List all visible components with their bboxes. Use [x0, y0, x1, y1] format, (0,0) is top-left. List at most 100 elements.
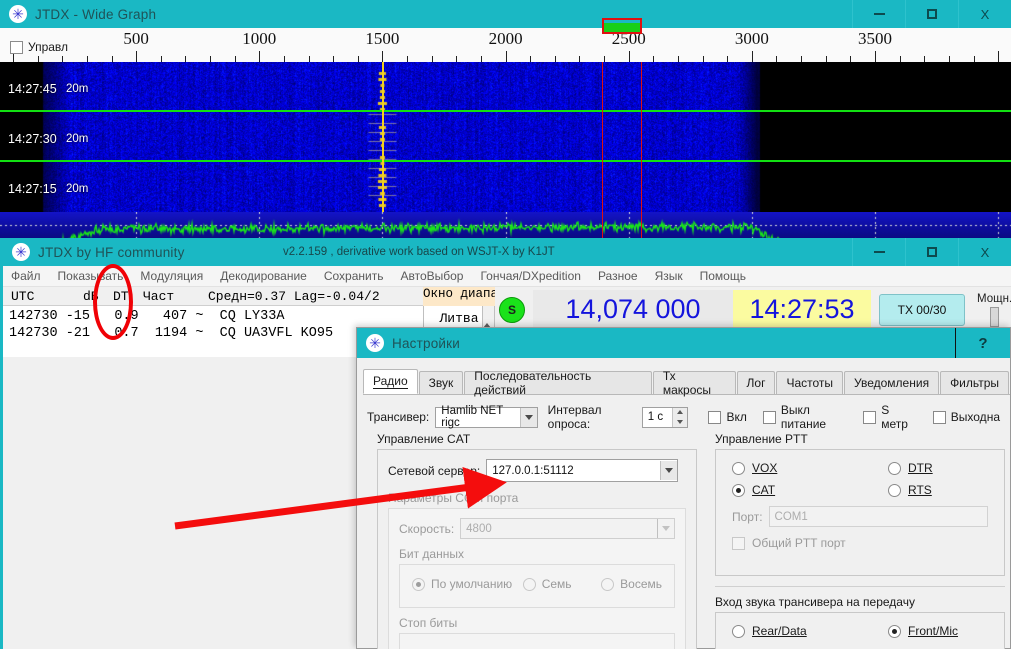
ruler-tick — [825, 56, 827, 62]
cb-s-meter[interactable]: S метр — [863, 403, 913, 431]
wide-graph-controls-toggle[interactable]: Управл — [10, 40, 68, 54]
waterfall-display[interactable]: 14:27:45 20m 14:27:30 20m 14:27:15 20m — [0, 62, 1011, 212]
ruler-tick — [751, 51, 753, 62]
ruler-label: 1500 — [365, 29, 400, 48]
tab-label: Частоты — [786, 376, 834, 390]
shared-ptt-checkbox[interactable] — [732, 536, 745, 550]
data-bits-default-radio[interactable] — [412, 577, 425, 591]
data-bits-seven-radio[interactable] — [522, 577, 536, 591]
power-control[interactable]: Мощн. — [977, 293, 1011, 327]
menu-item-файл[interactable]: Файл — [11, 269, 41, 283]
ptt-rts-radio[interactable] — [888, 483, 901, 497]
minimize-icon[interactable] — [852, 238, 905, 266]
audio-in-rear-option[interactable]: Rear/Data — [732, 624, 882, 638]
stop-bits-options[interactable] — [399, 633, 675, 649]
rig-select[interactable]: Hamlib NET rigc — [435, 405, 538, 429]
jtdx-logo-icon: ✳ — [366, 334, 384, 352]
ptt-cat-radio[interactable] — [732, 483, 745, 497]
waterfall-timestamp: 14:27:30 — [8, 132, 57, 146]
minimize-icon[interactable] — [852, 0, 905, 28]
baud-rate-select[interactable]: 4800 — [460, 518, 675, 539]
ruler-label: 500 — [123, 29, 149, 48]
menu-item-гончая-dxpedition[interactable]: Гончая/DXpedition — [480, 269, 581, 283]
rx-frequency-marker[interactable] — [602, 62, 604, 212]
data-bits-eight-radio[interactable] — [601, 577, 615, 591]
menu-item-разное[interactable]: Разное — [597, 269, 638, 283]
settings-tabs[interactable]: Радио Звук Последовательность действий Тх м… — [363, 369, 1010, 397]
tab-звук[interactable]: Звук — [418, 371, 464, 394]
annotation-ellipse-dt-column — [93, 264, 133, 340]
menu-item-помощь[interactable]: Помощь — [699, 269, 746, 283]
wide-graph-window-buttons: X — [852, 0, 1011, 28]
tx-status-button[interactable]: TX 00/30 — [879, 293, 965, 326]
ruler-tick — [86, 56, 88, 62]
cb-power-off[interactable]: Выкл питание — [762, 403, 847, 431]
menu-item-модуляция[interactable]: Модуляция — [140, 269, 204, 283]
chevron-down-icon[interactable] — [657, 519, 674, 538]
status-strip: S 14,074 000 14:27:53 TX 00/30 Мощн. — [495, 287, 1011, 332]
ptt-dtr-option[interactable]: DTR — [888, 461, 933, 475]
ptt-port-field[interactable]: COM1 — [768, 506, 988, 527]
ptt-cat-option[interactable]: CAT — [732, 483, 882, 497]
rx-frequency-marker[interactable] — [641, 62, 643, 212]
tab-фильтры[interactable]: Фильтры — [940, 371, 1009, 394]
power-on-checkbox[interactable] — [708, 410, 722, 424]
network-server-field[interactable]: 127.0.0.1:51112 — [486, 459, 679, 482]
audio-in-front-option[interactable]: Front/Mic — [888, 624, 958, 638]
power-off-checkbox[interactable] — [762, 410, 776, 424]
chevron-down-icon[interactable] — [520, 407, 537, 427]
menu-item-язык[interactable]: Язык — [654, 269, 683, 283]
audio-in-front-radio[interactable] — [888, 624, 901, 638]
data-bits-default[interactable]: По умолчанию — [412, 577, 523, 591]
maximize-icon[interactable] — [905, 238, 958, 266]
tab-label: Тх макросы — [662, 369, 712, 397]
s-meter-checkbox[interactable] — [863, 410, 877, 424]
maximize-icon[interactable] — [905, 0, 958, 28]
output-power-checkbox[interactable] — [932, 410, 946, 424]
tab-радио[interactable]: Радио — [363, 369, 418, 394]
menu-item-автовыбор[interactable]: АвтоВыбор — [400, 269, 464, 283]
ruler-tick — [948, 56, 950, 62]
waterfall-row-divider — [0, 160, 1011, 162]
decode-row[interactable]: 142730 -21 0.7 1194 ~ CQ UA3VFL KO95 — [9, 326, 334, 341]
data-bits-title: Бит данных — [399, 547, 464, 561]
shared-ptt-row[interactable]: Общий PTT порт — [732, 536, 988, 550]
data-bits-seven[interactable]: Семь — [522, 577, 601, 591]
ptt-vox-option[interactable]: VOX — [732, 461, 882, 475]
frequency-ruler[interactable]: 500 1000 1500 2000 2500 3000 3500 — [0, 28, 1011, 62]
jtdx-menubar[interactable]: Файл Показывать Модуляция Декодирование Сохр… — [3, 266, 1011, 287]
ruler-tick — [850, 56, 852, 62]
ptt-dtr-radio[interactable] — [888, 461, 901, 475]
data-bits-eight[interactable]: Восемь — [601, 577, 662, 591]
ptt-dtr-label: DTR — [908, 461, 933, 475]
close-icon[interactable]: X — [958, 0, 1011, 28]
tab-уведомления[interactable]: Уведомления — [844, 371, 940, 394]
menu-item-сохранить[interactable]: Сохранить — [323, 269, 384, 283]
ptt-vox-radio[interactable] — [732, 461, 745, 475]
help-button[interactable]: ? — [955, 328, 1010, 358]
tab-частоты[interactable]: Частоты — [776, 371, 844, 394]
jtdx-logo-icon: ✳ — [12, 243, 30, 261]
tab-тх-макросы[interactable]: Тх макросы — [652, 369, 736, 397]
ruler-tick — [234, 56, 236, 62]
s-meter-indicator[interactable]: S — [499, 296, 525, 323]
decode-row[interactable]: 142730 -15 0.9 407 ~ CQ LY33A — [9, 309, 285, 324]
chevron-down-icon[interactable] — [660, 461, 678, 480]
cb-power-on[interactable]: Вкл — [708, 410, 747, 424]
close-icon[interactable]: X — [958, 238, 1011, 266]
tx-frequency-marker[interactable] — [382, 62, 385, 212]
cb-output-power[interactable]: Выходна — [932, 410, 1000, 424]
waterfall-canvas[interactable] — [0, 62, 1011, 212]
menu-item-декодирование[interactable]: Декодирование — [220, 269, 307, 283]
audio-in-rear-radio[interactable] — [732, 624, 745, 638]
decode-col-freq: Част — [143, 289, 175, 304]
controls-checkbox[interactable] — [10, 40, 23, 54]
poll-interval-spinner[interactable]: 1 с — [641, 406, 689, 428]
tab-лог[interactable]: Лог — [736, 371, 776, 394]
decode-list[interactable]: 142730 -15 0.9 407 ~ CQ LY33A 142730 -21 … — [3, 306, 1011, 342]
tab-последовательность-действий[interactable]: Последовательность действий — [464, 369, 652, 397]
spinner-arrows-icon[interactable] — [672, 407, 688, 427]
power-slider[interactable] — [990, 306, 1000, 327]
ptt-rts-option[interactable]: RTS — [888, 483, 932, 497]
settings-titlebar: ✳ Настройки ? — [357, 328, 1010, 358]
